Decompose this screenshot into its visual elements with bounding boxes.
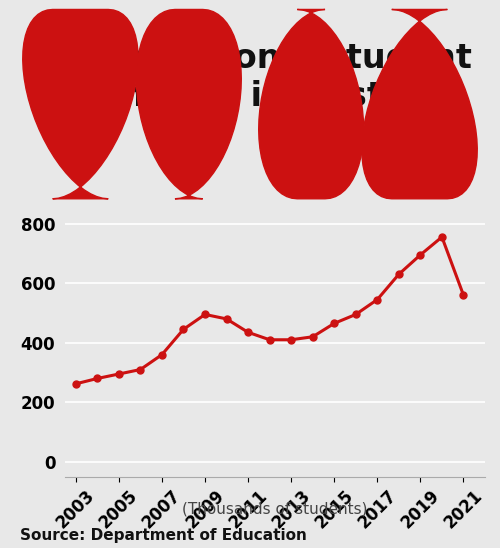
Polygon shape [136, 9, 242, 199]
Polygon shape [362, 9, 478, 199]
Polygon shape [22, 9, 138, 199]
Polygon shape [258, 9, 364, 199]
Text: International student
numbers in Australia: International student numbers in Austral… [68, 42, 471, 113]
Text: Source: Department of Education: Source: Department of Education [20, 528, 307, 543]
Text: (Thousands of students): (Thousands of students) [182, 501, 368, 516]
